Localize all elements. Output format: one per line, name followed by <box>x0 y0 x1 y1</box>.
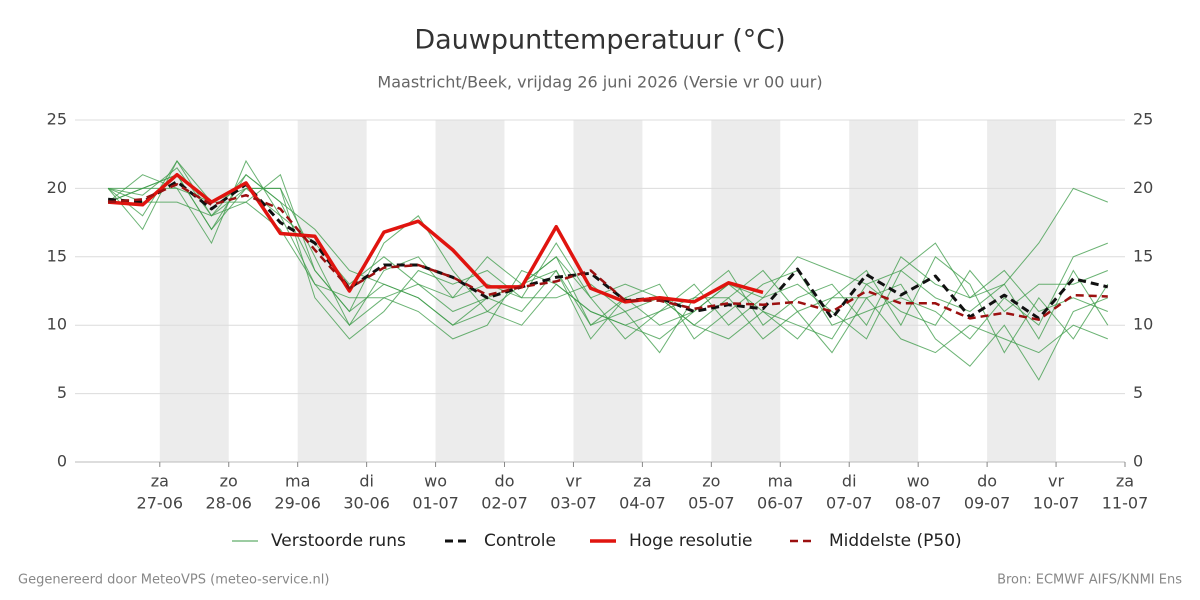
x-tick-label: za <box>151 472 169 491</box>
legend-label: Verstoorde runs <box>271 531 406 551</box>
x-tick-label: zo <box>702 472 720 491</box>
x-tick-label: wo <box>907 472 930 491</box>
x-tick-label: di <box>842 472 857 491</box>
x-tick-date: 01-07 <box>412 494 459 513</box>
y-tick-label: 5 <box>57 383 67 402</box>
x-tick-date: 02-07 <box>481 494 528 513</box>
chart-title: Dauwpunttemperatuur (°C) <box>414 25 785 56</box>
x-tick-label: do <box>495 472 515 491</box>
ensemble-line <box>107 173 1108 340</box>
x-tick-label: vr <box>565 472 581 491</box>
x-tick-date: 06-07 <box>757 494 804 513</box>
x-tick-date: 29-06 <box>274 494 321 513</box>
y2-tick-label: 25 <box>1133 110 1153 129</box>
y-tick-label: 0 <box>57 452 67 471</box>
y-tick-label: 25 <box>47 110 67 129</box>
y-tick-label: 20 <box>47 178 67 197</box>
y2-tick-label: 5 <box>1133 383 1143 402</box>
y-tick-label: 15 <box>47 246 67 265</box>
y2-tick-label: 15 <box>1133 246 1153 265</box>
y2-tick-label: 10 <box>1133 315 1153 334</box>
series-line <box>107 180 1109 320</box>
x-tick-label: wo <box>424 472 447 491</box>
x-tick-date: 30-06 <box>343 494 390 513</box>
x-tick-label: vr <box>1048 472 1064 491</box>
x-tick-date: 09-07 <box>964 494 1011 513</box>
series-line <box>107 172 764 304</box>
ensemble-line <box>108 187 1108 326</box>
x-tick-date: 27-06 <box>137 494 184 513</box>
x-tick-date: 03-07 <box>550 494 597 513</box>
x-tick-label: do <box>977 472 997 491</box>
footer-left: Gegenereerd door MeteoVPS (meteo-service… <box>18 573 329 588</box>
x-tick-date: 11-07 <box>1102 494 1149 513</box>
legend-label: Middelste (P50) <box>829 531 962 551</box>
y2-tick-label: 0 <box>1133 452 1143 471</box>
legend-label: Hoge resolutie <box>629 531 753 551</box>
x-tick-date: 08-07 <box>895 494 942 513</box>
y-tick-label: 10 <box>47 315 67 334</box>
x-tick-label: zo <box>220 472 238 491</box>
x-tick-date: 07-07 <box>826 494 873 513</box>
y2-tick-label: 20 <box>1133 178 1153 197</box>
x-tick-date: 04-07 <box>619 494 666 513</box>
footer-right: Bron: ECMWF AIFS/KNMI Ens <box>997 573 1182 588</box>
legend-label: Controle <box>484 531 556 551</box>
ensemble-line <box>107 187 1108 354</box>
chart-subtitle: Maastricht/Beek, vrijdag 26 juni 2026 (V… <box>377 73 822 92</box>
x-tick-date: 05-07 <box>688 494 735 513</box>
x-tick-label: ma <box>285 472 310 491</box>
x-tick-date: 10-07 <box>1033 494 1080 513</box>
x-tick-date: 28-06 <box>205 494 252 513</box>
ensemble-line <box>107 159 1108 354</box>
x-tick-label: za <box>1116 472 1134 491</box>
x-tick-label: ma <box>768 472 793 491</box>
x-tick-label: di <box>359 472 374 491</box>
x-tick-label: za <box>633 472 651 491</box>
